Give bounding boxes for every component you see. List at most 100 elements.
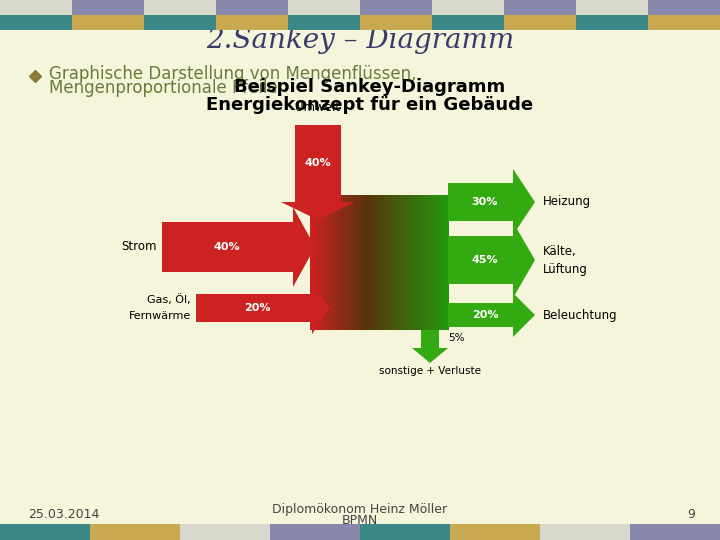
Bar: [319, 195, 322, 330]
Bar: [356, 195, 359, 330]
Text: 20%: 20%: [244, 303, 270, 313]
Bar: [438, 195, 441, 330]
Bar: [370, 195, 373, 330]
Text: 9: 9: [687, 508, 695, 521]
Bar: [360, 0, 432, 15]
Polygon shape: [281, 125, 355, 220]
Bar: [423, 195, 426, 330]
Bar: [409, 195, 412, 330]
Bar: [340, 195, 343, 330]
Bar: [72, 0, 144, 15]
Bar: [144, 0, 216, 15]
Text: 5%: 5%: [448, 333, 464, 343]
Bar: [354, 195, 356, 330]
Text: Kälte,: Kälte,: [543, 245, 577, 258]
Bar: [432, 195, 435, 330]
Text: Fernwärme: Fernwärme: [129, 311, 191, 321]
Bar: [372, 195, 375, 330]
Bar: [397, 195, 400, 330]
Bar: [144, 15, 216, 30]
Bar: [336, 195, 338, 330]
Text: Mengenproportionale Pfeile: Mengenproportionale Pfeile: [49, 79, 278, 97]
Bar: [363, 195, 366, 330]
Text: Heizung: Heizung: [543, 195, 591, 208]
Bar: [0, 15, 72, 30]
Bar: [430, 195, 433, 330]
Bar: [446, 195, 449, 330]
Bar: [365, 195, 368, 330]
Bar: [72, 15, 144, 30]
Bar: [420, 195, 423, 330]
Polygon shape: [412, 330, 448, 363]
Polygon shape: [448, 222, 535, 298]
Text: Graphische Darstellung von Mengenflüssen,: Graphische Darstellung von Mengenflüssen…: [49, 65, 416, 83]
Text: 30%: 30%: [472, 197, 498, 207]
Text: 20%: 20%: [472, 310, 498, 320]
Bar: [390, 195, 393, 330]
Bar: [418, 195, 421, 330]
Bar: [330, 195, 333, 330]
Bar: [324, 195, 327, 330]
Bar: [326, 195, 329, 330]
Bar: [413, 195, 416, 330]
Bar: [395, 195, 398, 330]
Bar: [270, 524, 360, 540]
Bar: [361, 195, 364, 330]
Bar: [393, 195, 395, 330]
Text: Gas, Öl,: Gas, Öl,: [148, 294, 191, 306]
Bar: [648, 15, 720, 30]
Bar: [288, 0, 360, 15]
Text: Umwelt: Umwelt: [295, 101, 341, 114]
Bar: [425, 195, 428, 330]
Bar: [0, 0, 72, 15]
Polygon shape: [448, 293, 535, 337]
Bar: [427, 195, 430, 330]
Text: 40%: 40%: [214, 242, 240, 252]
Bar: [367, 195, 370, 330]
Bar: [360, 15, 432, 30]
Text: Lüftung: Lüftung: [543, 262, 588, 275]
Text: Energiekonzept für ein Gebäude: Energiekonzept für ein Gebäude: [207, 96, 534, 114]
Bar: [90, 524, 180, 540]
Bar: [351, 195, 354, 330]
Bar: [342, 195, 345, 330]
Bar: [441, 195, 444, 330]
Bar: [288, 15, 360, 30]
Bar: [384, 195, 387, 330]
Bar: [377, 195, 379, 330]
Text: 25.03.2014: 25.03.2014: [28, 508, 99, 521]
Bar: [310, 195, 312, 330]
Text: 40%: 40%: [305, 158, 331, 168]
Bar: [360, 524, 450, 540]
Bar: [312, 195, 315, 330]
Bar: [338, 195, 341, 330]
Bar: [432, 0, 504, 15]
Bar: [540, 524, 630, 540]
Bar: [317, 195, 320, 330]
Bar: [359, 195, 361, 330]
Bar: [576, 0, 648, 15]
Text: Diplomökonom Heinz Möller: Diplomökonom Heinz Möller: [272, 503, 448, 516]
Text: Beispiel Sankey-Diagramm: Beispiel Sankey-Diagramm: [235, 78, 505, 96]
Bar: [432, 15, 504, 30]
Bar: [180, 524, 270, 540]
Polygon shape: [162, 207, 315, 287]
Bar: [402, 195, 405, 330]
Bar: [436, 195, 439, 330]
Bar: [407, 195, 410, 330]
Bar: [0, 524, 90, 540]
Bar: [576, 15, 648, 30]
Bar: [400, 195, 402, 330]
Bar: [333, 195, 336, 330]
Bar: [216, 0, 288, 15]
Text: 45%: 45%: [472, 255, 498, 265]
Bar: [388, 195, 391, 330]
Bar: [347, 195, 350, 330]
Bar: [416, 195, 418, 330]
Text: BPMN: BPMN: [342, 514, 378, 526]
Bar: [374, 195, 377, 330]
Bar: [328, 195, 331, 330]
Bar: [450, 524, 540, 540]
Bar: [444, 195, 446, 330]
Bar: [315, 195, 318, 330]
